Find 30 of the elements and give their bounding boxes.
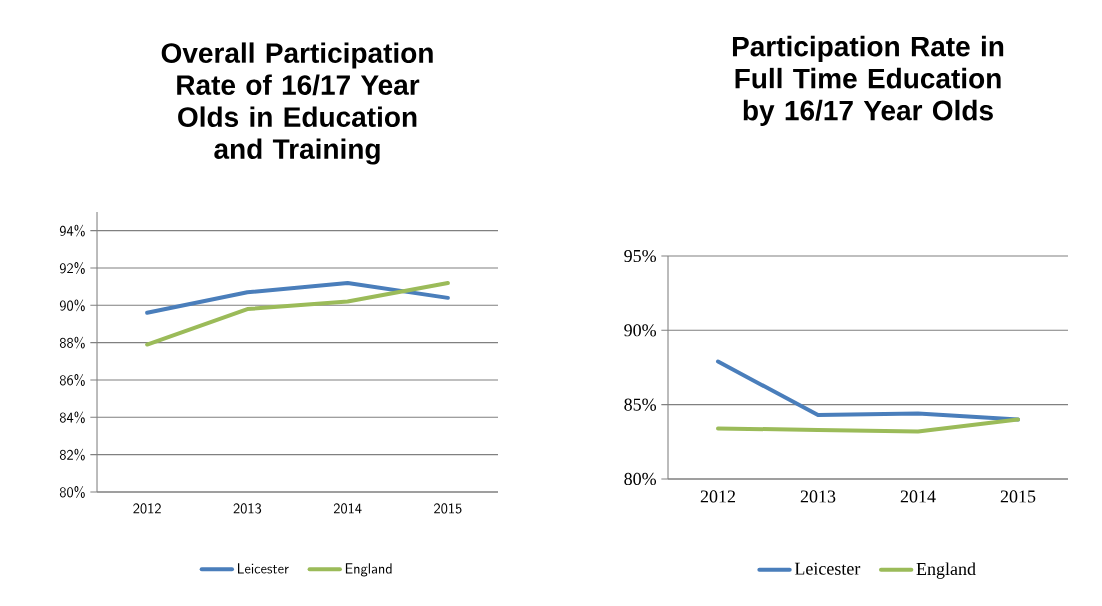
y-tick-label: 90% xyxy=(624,324,657,337)
line-series xyxy=(716,417,1020,434)
y-tick-label: 92% xyxy=(59,262,85,274)
y-tick-label: 84% xyxy=(59,411,85,424)
x-tick-label: 2013 xyxy=(800,490,836,503)
line-series xyxy=(145,280,450,315)
y-tick-label: 95% xyxy=(624,249,657,263)
x-tick-label: 2012 xyxy=(133,503,161,514)
y-tick-label: 82% xyxy=(59,448,85,461)
y-tick-label: 85% xyxy=(624,398,657,411)
y-tick-label: 94% xyxy=(59,224,85,237)
x-tick-label: 2015 xyxy=(1000,490,1036,503)
legend-label: England xyxy=(916,562,976,579)
line-series xyxy=(145,280,450,347)
x-tick-label: 2014 xyxy=(333,503,362,514)
x-tick-label: 2013 xyxy=(233,503,262,514)
x-tick-label: 2015 xyxy=(434,503,462,514)
y-tick-label: 88% xyxy=(59,336,85,349)
legend-label: Leicester xyxy=(794,562,861,575)
legend-label: England xyxy=(345,563,392,577)
y-tick-label: 90% xyxy=(59,299,85,312)
y-tick-label: 80% xyxy=(624,472,657,486)
x-tick-label: 2014 xyxy=(900,490,936,503)
chart-title: Participation Rate in Full Time Education by 16/17 Year Olds xyxy=(732,35,1004,126)
y-tick-label: 86% xyxy=(59,374,85,386)
y-tick-label: 80% xyxy=(59,486,85,498)
legend-label: Leicester xyxy=(238,563,289,574)
x-tick-label: 2012 xyxy=(700,490,736,503)
line-series xyxy=(716,359,1020,422)
chart-title: Overall Participation Rate of 16/17 Year Olds in Education and Training xyxy=(161,42,433,165)
